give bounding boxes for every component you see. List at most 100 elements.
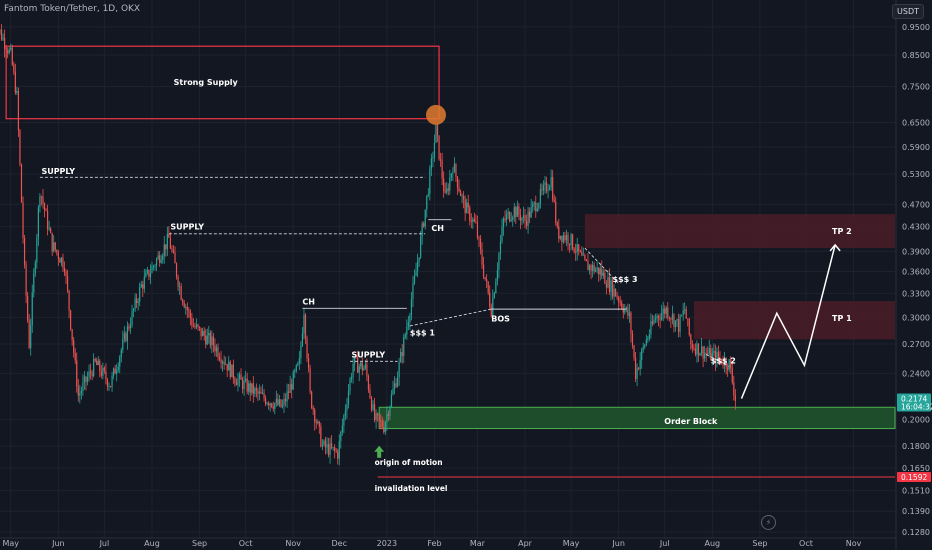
sss2-line bbox=[705, 354, 730, 367]
candle-body bbox=[370, 397, 373, 410]
candle-body bbox=[679, 315, 681, 332]
candle-body bbox=[561, 235, 563, 242]
candle-body bbox=[54, 242, 56, 250]
candle-body bbox=[137, 301, 139, 304]
candle-body bbox=[387, 414, 389, 417]
candle-body bbox=[192, 325, 195, 327]
candle-body bbox=[354, 357, 356, 364]
candle-body bbox=[685, 309, 687, 319]
currency-button[interactable]: USDT bbox=[892, 4, 924, 19]
candle-body bbox=[558, 226, 560, 239]
candle-body bbox=[245, 378, 247, 381]
candle-body bbox=[684, 309, 686, 311]
label-strong-supply: Strong Supply bbox=[174, 78, 239, 87]
symbol-title[interactable]: Fantom Token/Tether, 1D, OKX bbox=[4, 4, 141, 14]
candle-body bbox=[10, 47, 12, 50]
candle-body bbox=[464, 199, 466, 214]
invalidation-price-tag-text: 0.1592 bbox=[901, 473, 927, 482]
x-tick-label: Jun bbox=[611, 539, 625, 548]
candle-body bbox=[725, 358, 727, 368]
candle-body bbox=[358, 366, 360, 373]
candle-body bbox=[532, 204, 534, 207]
candle-body bbox=[169, 237, 172, 249]
candle-body bbox=[390, 394, 393, 407]
invalidation-price-tag-bg bbox=[897, 472, 931, 483]
candle-body bbox=[82, 382, 84, 391]
annotation-labels-layer: Strong Supply SUPPLY SUPPLY SUPPLY CH CH $$$ 1… bbox=[41, 78, 852, 493]
candle-body bbox=[191, 318, 193, 326]
candle-body bbox=[85, 376, 87, 382]
candle-body bbox=[28, 320, 30, 348]
candle-body bbox=[714, 350, 716, 363]
candle-body bbox=[492, 297, 494, 317]
candle-body bbox=[106, 379, 109, 387]
candle-body bbox=[149, 272, 152, 278]
candle-body bbox=[126, 326, 129, 342]
candle-body bbox=[102, 367, 104, 376]
candle-body bbox=[466, 202, 468, 214]
candle-body bbox=[143, 276, 145, 289]
candle-body bbox=[188, 310, 190, 312]
candle-body bbox=[214, 345, 216, 352]
candle-body bbox=[415, 271, 417, 276]
candle-body bbox=[719, 357, 721, 359]
candle-body bbox=[232, 364, 234, 379]
lightning-icon[interactable]: ⚡ bbox=[761, 515, 776, 530]
candle-body bbox=[234, 378, 236, 383]
candle-body bbox=[195, 324, 198, 328]
candle-body bbox=[355, 357, 357, 359]
candle-body bbox=[446, 188, 448, 193]
candle-body bbox=[264, 398, 267, 405]
candle-body bbox=[575, 251, 577, 253]
candle-body bbox=[541, 189, 543, 191]
candle-body bbox=[99, 360, 101, 372]
candle-body bbox=[34, 262, 36, 274]
candle-body bbox=[504, 218, 506, 220]
x-tick-label: Feb bbox=[427, 539, 441, 548]
candle-body bbox=[134, 298, 136, 310]
y-tick-label: 0.1510 bbox=[902, 486, 930, 495]
last-price-tag-text: 0.2174 bbox=[901, 395, 927, 404]
candle-body bbox=[117, 366, 119, 371]
candle-body bbox=[350, 377, 353, 380]
candle-body bbox=[539, 189, 541, 204]
candle-body bbox=[642, 346, 644, 350]
candle-body bbox=[593, 264, 595, 272]
candle-body bbox=[131, 310, 133, 326]
candle-body bbox=[613, 288, 615, 297]
candle-body bbox=[433, 142, 436, 157]
candle-body bbox=[146, 269, 148, 273]
candle-body bbox=[401, 352, 403, 356]
candle-body bbox=[513, 207, 515, 218]
x-tick-label: 2023 bbox=[377, 539, 397, 548]
candle-body bbox=[291, 384, 293, 390]
candle-body bbox=[205, 335, 207, 345]
candle-body bbox=[186, 306, 188, 311]
y-axis: 0.9500 0.8500 0.7500 0.6500 0.5900 0.5300 0.47… bbox=[895, 0, 932, 550]
candles-layer bbox=[0, 23, 736, 466]
candle-body bbox=[93, 358, 95, 377]
y-tick-label: 0.1390 bbox=[902, 507, 930, 516]
candle-body bbox=[298, 358, 300, 363]
candle-body bbox=[109, 386, 112, 387]
candle-body bbox=[238, 374, 241, 380]
y-tick-label: 0.9500 bbox=[902, 23, 930, 32]
candle-body bbox=[197, 324, 199, 327]
candle-body bbox=[30, 325, 32, 348]
candle-body bbox=[240, 374, 242, 380]
candle-body bbox=[352, 363, 354, 378]
candle-body bbox=[512, 217, 514, 220]
candle-body bbox=[228, 361, 230, 371]
candle-body bbox=[499, 241, 502, 254]
candle-body bbox=[42, 196, 44, 204]
candle-body bbox=[661, 313, 663, 320]
candle-body bbox=[420, 236, 422, 258]
x-axis: May Jun Jul Aug Sep Oct Nov Dec 2023 Feb Mar Apr May… bbox=[0, 537, 896, 548]
candle-body bbox=[490, 306, 492, 317]
candle-body bbox=[542, 185, 545, 191]
y-tick-label: 0.4300 bbox=[902, 223, 930, 232]
candle-body bbox=[673, 314, 675, 327]
candle-body bbox=[243, 380, 245, 390]
candle-body bbox=[670, 318, 672, 320]
